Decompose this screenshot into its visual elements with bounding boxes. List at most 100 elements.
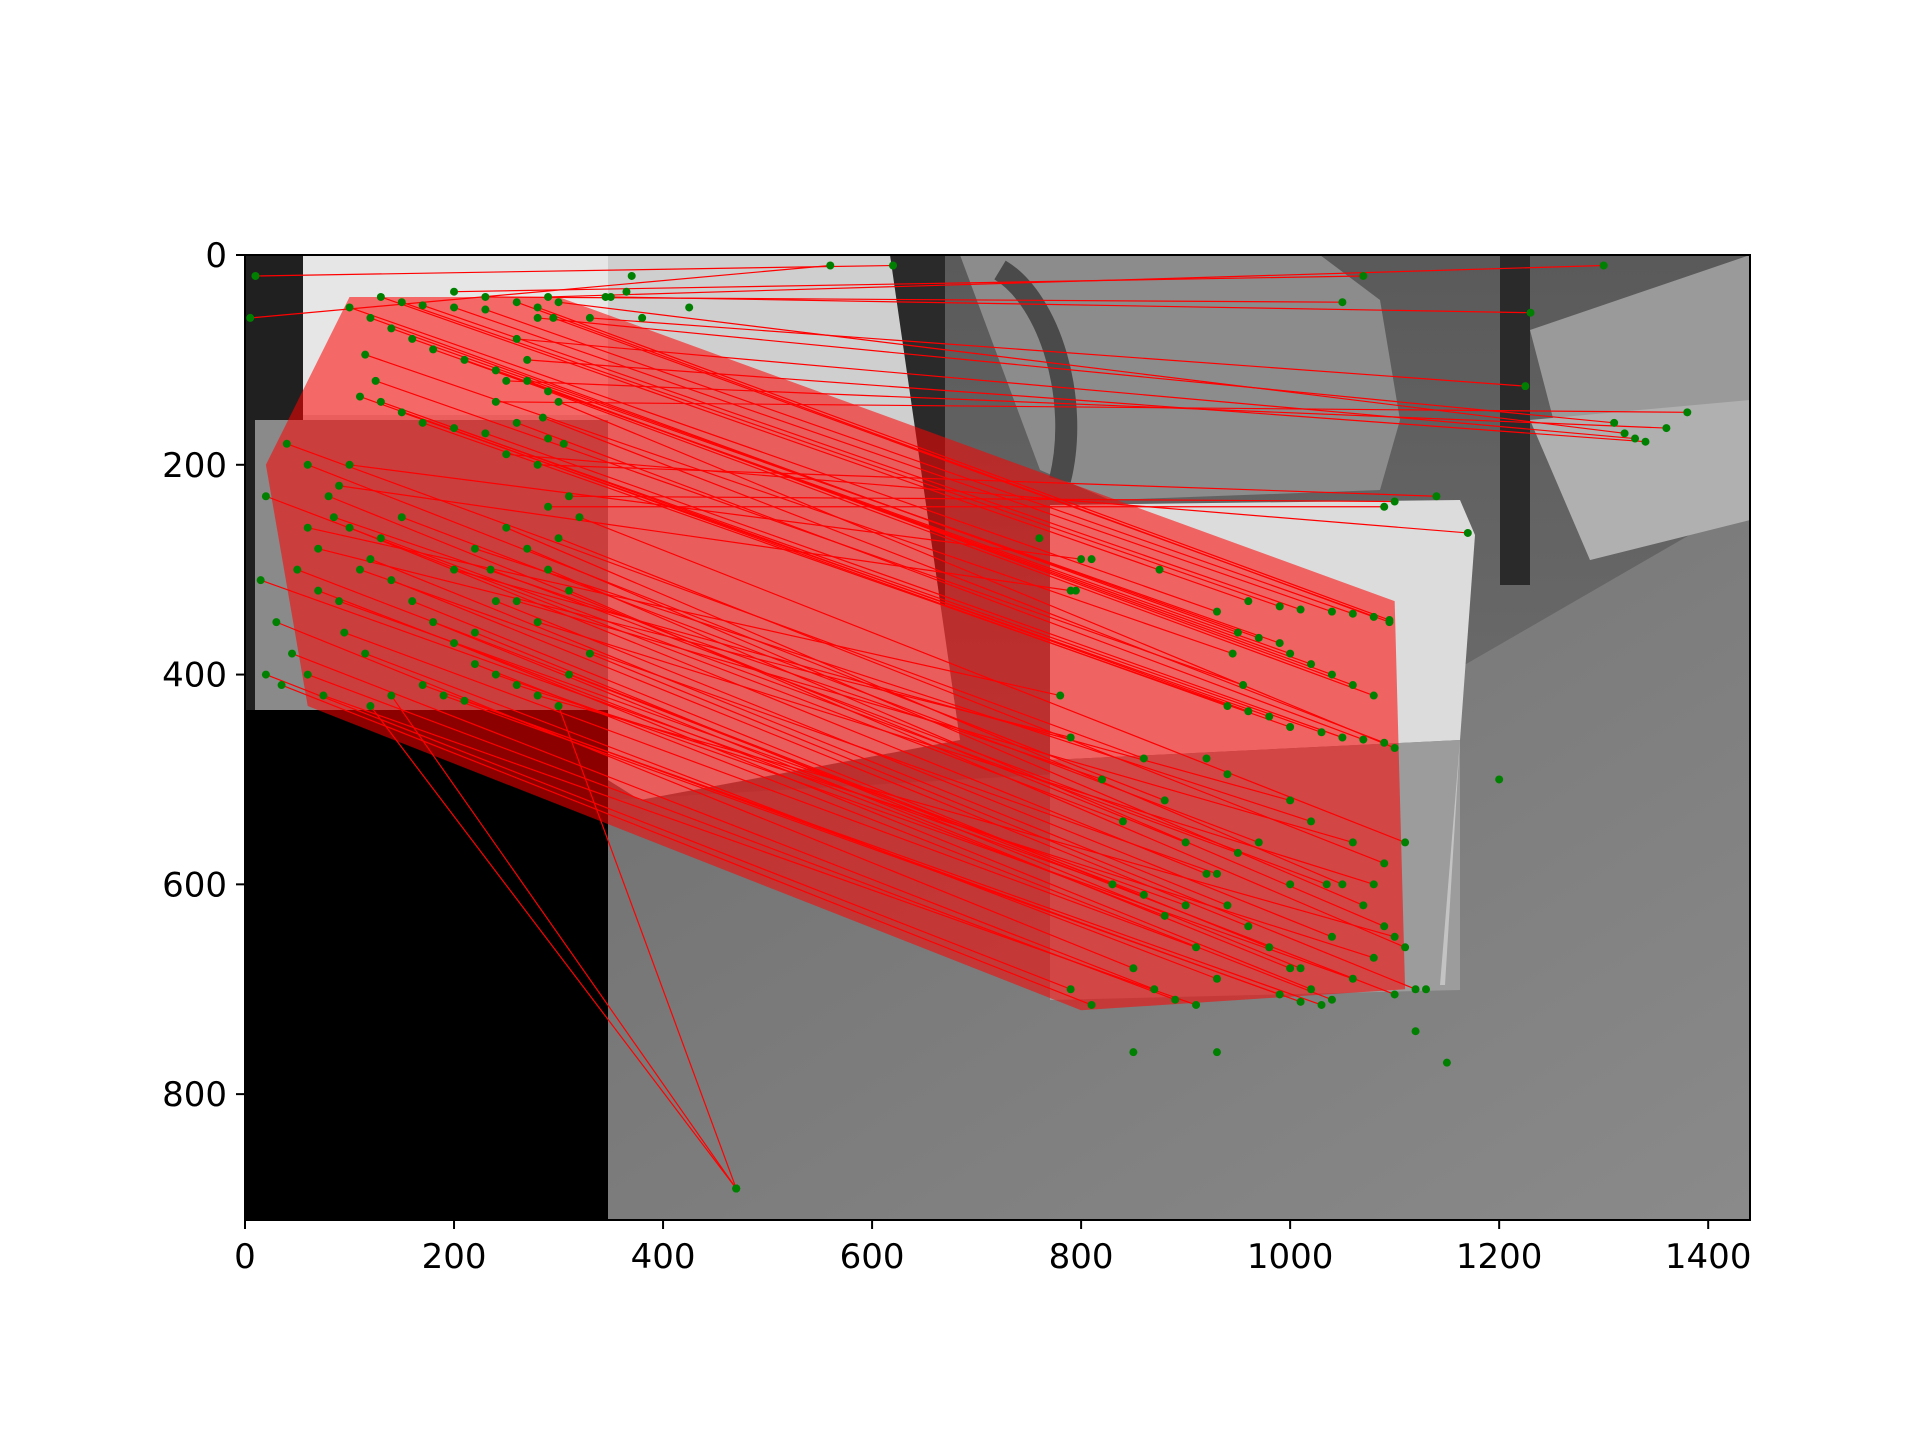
- match-line: [375, 380, 1244, 686]
- keypoint: [826, 261, 835, 270]
- keypoint: [1233, 628, 1242, 637]
- match-line: [527, 359, 1646, 443]
- keypoint: [470, 544, 479, 553]
- keypoint: [361, 649, 370, 658]
- y-tick-label: 600: [162, 865, 227, 905]
- keypoint: [512, 334, 521, 343]
- keypoint: [1380, 859, 1389, 868]
- keypoint: [512, 418, 521, 427]
- keypoint: [345, 523, 354, 532]
- keypoint: [450, 424, 459, 433]
- keypoint: [1155, 565, 1164, 574]
- keypoint: [564, 492, 573, 501]
- keypoint: [544, 434, 553, 443]
- keypoint: [450, 303, 459, 312]
- match-line: [537, 306, 1390, 621]
- keypoint: [1275, 990, 1284, 999]
- keypoint: [418, 681, 427, 690]
- keypoint: [1223, 901, 1232, 910]
- keypoint: [1181, 901, 1190, 910]
- keypoint: [564, 586, 573, 595]
- match-line: [323, 694, 1197, 1006]
- keypoint: [1390, 932, 1399, 941]
- match-line: [412, 338, 1280, 644]
- match-line: [537, 621, 1374, 885]
- match-line: [610, 296, 1531, 314]
- match-line: [558, 537, 1385, 864]
- keypoint: [1202, 869, 1211, 878]
- keypoint: [450, 565, 459, 574]
- keypoint: [538, 413, 547, 422]
- keypoint: [1275, 639, 1284, 648]
- keypoint: [1192, 1000, 1201, 1009]
- match-line: [380, 296, 1249, 602]
- keypoint: [1390, 497, 1399, 506]
- keypoint: [1495, 775, 1504, 784]
- keypoint: [408, 597, 417, 606]
- keypoint: [355, 392, 364, 401]
- keypoint: [1620, 429, 1629, 438]
- keypoint: [554, 534, 563, 543]
- match-line: [516, 684, 1374, 959]
- keypoint: [1442, 1058, 1451, 1067]
- keypoint: [1369, 880, 1378, 889]
- match-line: [568, 590, 1406, 948]
- match-line: [464, 700, 1322, 1006]
- keypoint: [491, 366, 500, 375]
- keypoint: [1348, 681, 1357, 690]
- keypoint: [1296, 605, 1305, 614]
- match-line: [338, 485, 1071, 592]
- keypoint: [376, 292, 385, 301]
- keypoint: [1307, 660, 1316, 669]
- keypoint: [481, 292, 490, 301]
- keypoint: [1327, 995, 1336, 1004]
- keypoint: [314, 586, 323, 595]
- keypoint: [523, 544, 532, 553]
- match-line: [506, 527, 1343, 885]
- match-line: [422, 304, 1301, 611]
- keypoint: [397, 298, 406, 307]
- match-line: [286, 443, 1145, 760]
- keypoint: [340, 628, 349, 637]
- keypoint: [366, 702, 375, 711]
- keypoint: [533, 691, 542, 700]
- match-line: [370, 558, 1228, 906]
- keypoint: [888, 261, 897, 270]
- keypoint: [575, 513, 584, 522]
- keypoint: [429, 618, 438, 627]
- keypoint: [1296, 964, 1305, 973]
- keypoint: [622, 287, 631, 296]
- x-tick-label: 200: [422, 1237, 487, 1277]
- x-tick-label: 1400: [1665, 1237, 1752, 1277]
- keypoint: [1066, 985, 1075, 994]
- keypoint: [408, 334, 417, 343]
- keypoint: [1683, 408, 1692, 417]
- keypoint: [329, 513, 338, 522]
- keypoint: [1212, 607, 1221, 616]
- keypoint: [1422, 985, 1431, 994]
- match-lines: [250, 264, 1688, 1189]
- match-line: [568, 674, 1395, 996]
- match-line-density: [265, 296, 1406, 1011]
- match-line: [516, 338, 1636, 440]
- keypoint: [376, 397, 385, 406]
- keypoint: [1327, 607, 1336, 616]
- y-axis: 0 200 400 600 800: [162, 236, 245, 1115]
- keypoint: [502, 523, 511, 532]
- keypoint: [1432, 492, 1441, 501]
- match-line: [537, 317, 1615, 424]
- keypoint: [1212, 869, 1221, 878]
- keypoint: [314, 544, 323, 553]
- match-line: [558, 401, 1395, 749]
- keypoint: [1327, 932, 1336, 941]
- keypoint: [1244, 597, 1253, 606]
- y-tick-label: 800: [162, 1075, 227, 1115]
- keypoint: [1526, 308, 1535, 317]
- keypoint: [366, 313, 375, 322]
- keypoint: [1239, 681, 1248, 690]
- x-tick-label: 400: [631, 1237, 696, 1277]
- keypoint: [1139, 754, 1148, 763]
- match-line: [568, 495, 1395, 503]
- keypoint: [251, 271, 260, 280]
- keypoint: [1265, 943, 1274, 952]
